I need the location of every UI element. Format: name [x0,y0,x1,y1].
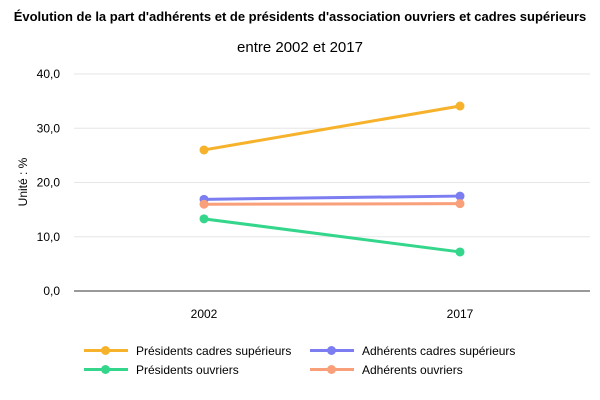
legend-label: Adhérents cadres supérieurs [362,344,516,358]
legend-item-presidents-cadres[interactable]: Présidents cadres supérieurs [84,343,310,359]
legend-item-presidents-ouvriers[interactable]: Présidents ouvriers [84,362,310,378]
data-point [455,199,465,209]
legend-swatch [310,343,354,359]
data-point [455,101,465,111]
y-tick-label: 40,0 [37,67,61,81]
legend-swatch [310,362,354,378]
series-line [203,104,461,152]
y-axis-label: Unité : % [16,157,30,206]
legend-swatch [84,343,128,359]
chart-title: Évolution de la part d'adhérents et de p… [13,9,587,24]
legend-label: Adhérents ouvriers [362,363,463,377]
legend: Présidents cadres supérieurs Adhérents c… [84,343,544,378]
chart-subtitle: entre 2002 et 2017 [237,39,363,56]
y-tick-label: 0,0 [43,284,60,298]
data-point [199,199,209,209]
y-tick-label: 30,0 [37,121,61,135]
x-tick-label: 2002 [191,307,218,321]
legend-item-adherents-ouvriers[interactable]: Adhérents ouvriers [310,362,540,378]
data-point [199,214,209,224]
y-tick-label: 20,0 [37,176,61,190]
data-point [455,191,465,201]
legend-swatch [84,362,128,378]
data-point [455,247,465,257]
y-tick-label: 10,0 [37,230,61,244]
legend-label: Présidents cadres supérieurs [136,344,292,358]
data-point [199,145,209,155]
series-line [203,202,461,206]
series-line [203,217,461,254]
legend-item-adherents-cadres[interactable]: Adhérents cadres supérieurs [310,343,540,359]
legend-label: Présidents ouvriers [136,363,239,377]
x-tick-label: 2017 [447,307,474,321]
series-line [203,194,461,201]
